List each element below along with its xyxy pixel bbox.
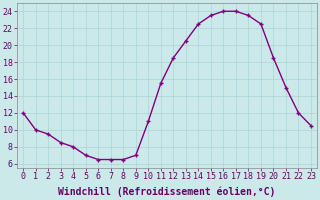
X-axis label: Windchill (Refroidissement éolien,°C): Windchill (Refroidissement éolien,°C) xyxy=(58,187,276,197)
